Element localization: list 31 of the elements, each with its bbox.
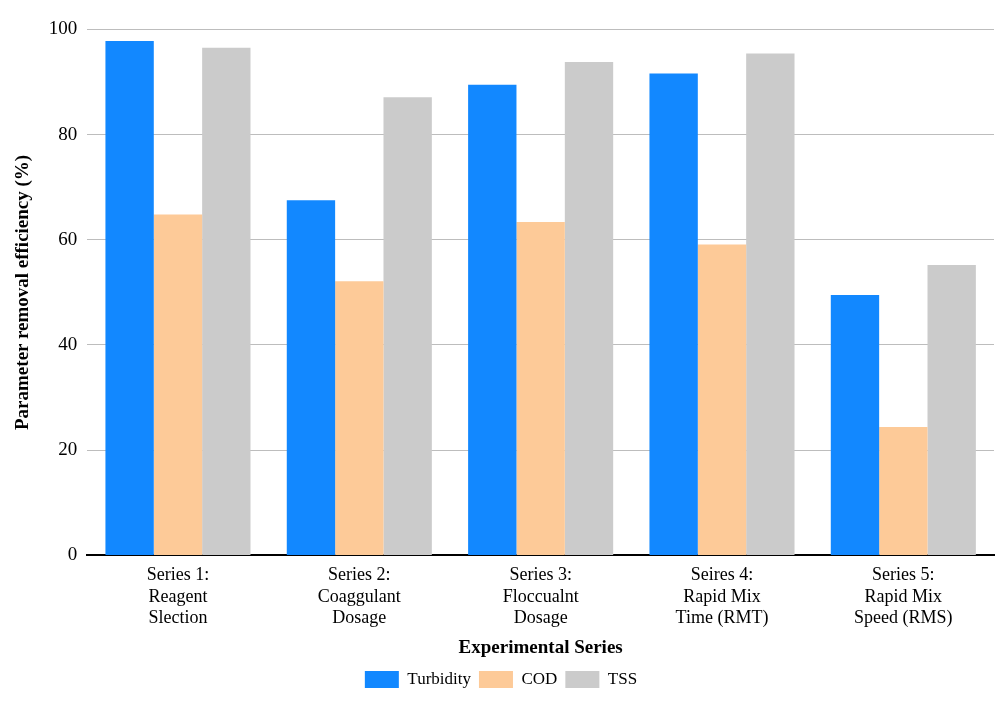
y-tick-label: 100 xyxy=(48,17,78,39)
bar xyxy=(746,53,795,555)
legend-label: Turbidity xyxy=(407,668,472,688)
bar xyxy=(564,62,614,555)
bar xyxy=(286,200,336,555)
legend-label: COD xyxy=(521,668,558,688)
y-tick-label: 60 xyxy=(58,227,78,249)
bar xyxy=(202,47,251,555)
bar xyxy=(153,214,203,555)
bar xyxy=(105,40,154,555)
x-tick-label: Seires 4: Rapid Mix Time (RMT) xyxy=(675,563,769,629)
x-tick-label: Series 3: Floccualnt Dosage xyxy=(502,563,579,628)
x-tick-label: Series 2: Coaggulant Dosage xyxy=(317,563,401,628)
bar xyxy=(927,265,976,555)
bar xyxy=(383,97,432,555)
bar xyxy=(830,295,880,555)
y-axis-title: Parameter removal efficiency (%) xyxy=(11,154,34,430)
y-tick-label: 0 xyxy=(67,543,78,565)
bar xyxy=(516,221,565,555)
bar xyxy=(335,281,384,555)
bar xyxy=(697,244,747,555)
x-axis-title: Experimental Series xyxy=(458,635,623,657)
bar xyxy=(468,84,517,555)
y-tick-label: 40 xyxy=(58,332,78,354)
y-tick-label: 20 xyxy=(58,438,78,460)
y-tick-label: 80 xyxy=(58,122,78,144)
bar xyxy=(649,73,698,555)
x-tick-label: Series 5: Rapid Mix Speed (RMS) xyxy=(854,563,953,629)
legend-label: TSS xyxy=(607,668,638,688)
x-tick-label: Series 1: Reagent Slection xyxy=(146,563,210,628)
bar xyxy=(879,427,928,555)
